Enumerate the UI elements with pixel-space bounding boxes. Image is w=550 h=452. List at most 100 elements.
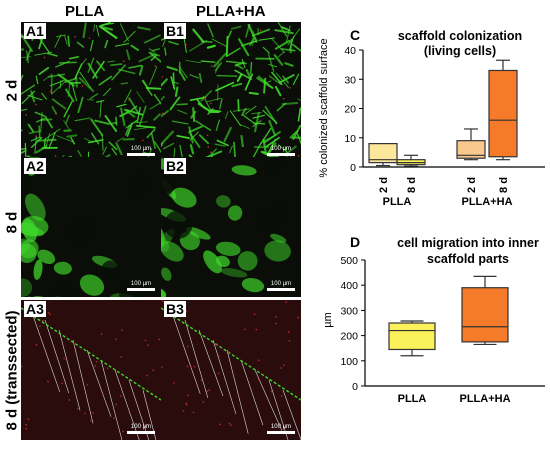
micrograph-b1: B1 100 µm xyxy=(161,22,301,162)
cell-fiber xyxy=(39,126,40,137)
chart-c-y-tick-label: 20 xyxy=(344,104,356,116)
chart-c-group-label: PLLA xyxy=(383,196,412,208)
chart-c-x-tick-label: 2 d xyxy=(378,177,390,193)
micrograph-b3-image xyxy=(161,300,301,440)
red-spot xyxy=(194,366,196,368)
red-spot xyxy=(185,44,187,46)
red-spot xyxy=(50,91,52,93)
red-spot xyxy=(154,65,156,67)
red-spot xyxy=(285,301,287,303)
red-spot xyxy=(218,355,220,357)
red-spot xyxy=(206,390,208,392)
red-spot xyxy=(193,411,195,413)
red-spot xyxy=(36,344,38,346)
panel-label-a2: A2 xyxy=(24,158,46,174)
scale-bar-text: 100 µm xyxy=(127,280,155,288)
red-spot xyxy=(49,313,51,315)
red-spot xyxy=(297,317,299,319)
red-spot xyxy=(230,424,232,426)
chart-d-title-line1: cell migration into inner xyxy=(397,236,539,250)
red-spot xyxy=(158,338,160,340)
red-spot xyxy=(219,423,221,425)
cell-fiber xyxy=(165,48,166,55)
red-spot xyxy=(207,135,209,137)
red-spot xyxy=(63,358,65,360)
red-spot xyxy=(229,423,231,425)
red-spot xyxy=(35,104,37,106)
cell-fiber xyxy=(21,49,23,50)
cell-fiber xyxy=(217,76,236,77)
red-spot xyxy=(187,394,189,396)
pore xyxy=(164,210,192,238)
cell-fiber xyxy=(60,62,77,63)
row-header-8d: 8 d xyxy=(4,203,21,243)
chart-c-title-line2: (living cells) xyxy=(424,44,496,58)
box-iqr xyxy=(462,288,508,342)
red-spot xyxy=(55,113,57,115)
cell-fiber xyxy=(102,135,103,150)
micrograph-a3-image xyxy=(21,300,161,440)
red-spot xyxy=(183,410,185,412)
red-spot xyxy=(145,339,147,341)
red-spot xyxy=(162,76,164,78)
chart-d-title-line2: scaffold parts xyxy=(427,252,509,266)
chart-d-box xyxy=(389,321,435,356)
chart-d-y-tick-label: 100 xyxy=(340,356,358,368)
red-spot xyxy=(204,97,206,99)
cell-fiber xyxy=(234,143,235,157)
chart-d-x-tick-label: PLLA xyxy=(398,393,427,405)
red-spot xyxy=(162,113,164,115)
scale-bar-text: 100 µm xyxy=(127,423,155,431)
chart-d-y-tick-label: 0 xyxy=(352,381,358,393)
red-spot xyxy=(121,329,123,331)
chart-c-title-line1: scaffold colonization xyxy=(398,29,522,43)
chart-d-y-tick-label: 500 xyxy=(340,255,358,267)
red-spot xyxy=(275,323,277,325)
row-header-2d: 2 d xyxy=(4,71,21,111)
red-spot xyxy=(123,61,125,63)
red-spot xyxy=(289,87,291,89)
red-spot xyxy=(216,344,218,346)
panel-label-a3: A3 xyxy=(24,301,46,317)
red-spot xyxy=(96,361,98,363)
red-spot xyxy=(244,329,246,331)
red-spot xyxy=(115,404,117,406)
chart-d-y-tick-label: 200 xyxy=(340,331,358,343)
scale-bar-a1: 100 µm xyxy=(127,145,155,156)
red-spot xyxy=(48,312,50,314)
micrograph-background xyxy=(21,300,161,440)
cell-fiber xyxy=(76,77,77,86)
red-spot xyxy=(289,340,291,342)
red-spot xyxy=(185,402,187,404)
red-spot xyxy=(25,114,27,116)
scale-bar-b3: 100 µm xyxy=(267,423,295,434)
red-spot xyxy=(35,135,37,137)
scale-bar-a3: 100 µm xyxy=(127,423,155,434)
cell-fiber xyxy=(251,63,252,74)
chart-c-x-tick-label: 8 d xyxy=(498,177,510,193)
red-spot xyxy=(146,375,148,377)
red-spot xyxy=(211,65,213,67)
micrograph-b2: B2 100 µm xyxy=(161,157,301,297)
red-spot xyxy=(218,372,220,374)
chart-c-y-tick-label: 30 xyxy=(344,74,356,86)
cell-fiber xyxy=(250,93,258,94)
red-spot xyxy=(101,333,103,335)
red-spot xyxy=(25,424,27,426)
chart-c-group-label: PLLA+HA xyxy=(461,196,512,208)
column-header-plla-ha: PLLA+HA xyxy=(196,3,266,20)
red-spot xyxy=(288,331,290,333)
red-spot xyxy=(281,395,283,397)
scale-bar-text: 100 µm xyxy=(127,145,155,153)
chart-c-ylabel: % colonized scaffold surface xyxy=(318,38,330,177)
chart-d-y-tick-label: 300 xyxy=(340,305,358,317)
red-spot xyxy=(82,85,84,87)
panel-label-b2: B2 xyxy=(164,158,186,174)
red-spot xyxy=(42,320,44,322)
box-iqr xyxy=(389,323,435,349)
micrograph-a2: A2 100 µm xyxy=(21,157,161,297)
red-spot xyxy=(275,316,277,318)
scale-bar-b2: 100 µm xyxy=(267,280,295,291)
red-spot xyxy=(260,30,262,32)
panel-label-b3: B3 xyxy=(164,301,186,317)
